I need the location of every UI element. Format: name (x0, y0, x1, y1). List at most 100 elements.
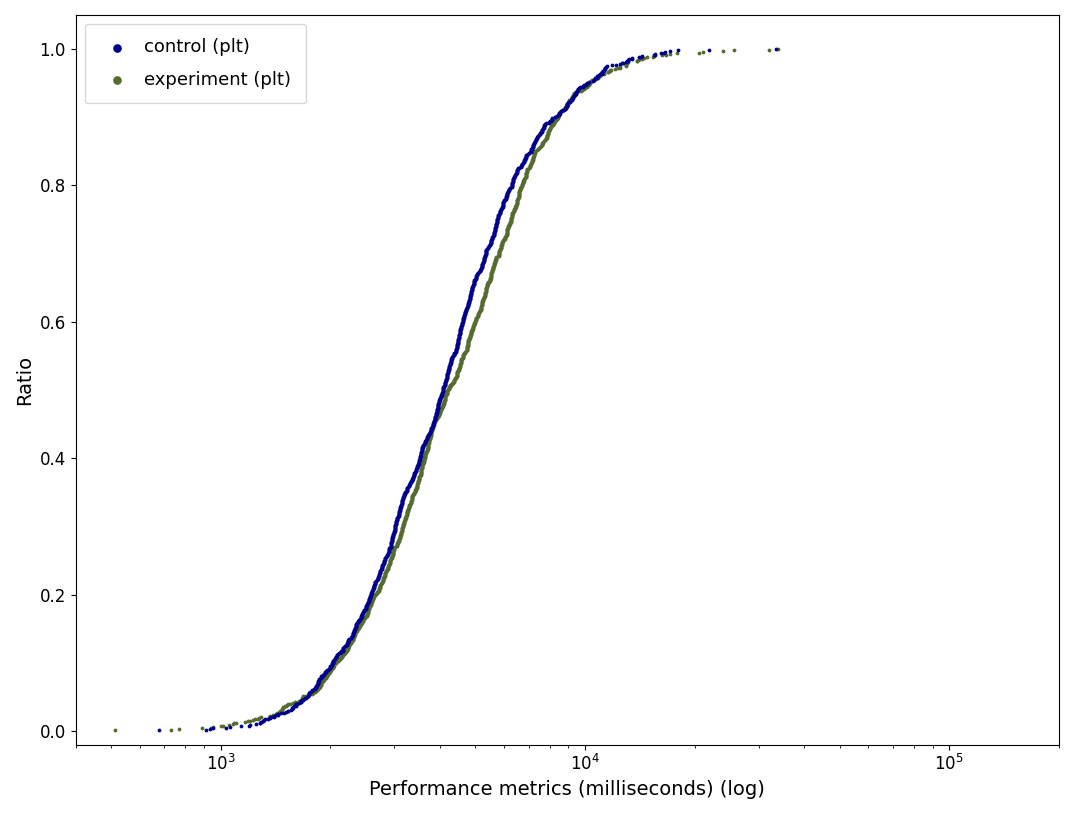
control (plt) (429, 405, 446, 418)
control (plt) (462, 287, 479, 300)
experiment (plt) (460, 333, 477, 346)
control (plt) (413, 441, 431, 454)
control (plt) (391, 504, 408, 517)
control (plt) (336, 639, 353, 652)
control (plt) (331, 647, 348, 660)
control (plt) (566, 88, 583, 101)
control (plt) (604, 59, 621, 72)
control (plt) (517, 153, 534, 166)
experiment (plt) (517, 170, 534, 183)
control (plt) (380, 545, 397, 558)
experiment (plt) (503, 212, 520, 225)
control (plt) (344, 630, 361, 643)
control (plt) (427, 408, 445, 421)
experiment (plt) (566, 88, 583, 101)
experiment (plt) (478, 279, 495, 292)
experiment (plt) (449, 365, 466, 379)
control (plt) (532, 127, 549, 140)
control (plt) (461, 295, 478, 308)
experiment (plt) (490, 248, 507, 261)
experiment (plt) (416, 455, 433, 468)
experiment (plt) (461, 330, 478, 344)
control (plt) (435, 381, 452, 394)
control (plt) (435, 383, 452, 396)
control (plt) (379, 547, 396, 560)
control (plt) (570, 81, 587, 94)
control (plt) (433, 390, 450, 403)
control (plt) (483, 231, 500, 244)
experiment (plt) (313, 679, 330, 692)
control (plt) (427, 407, 445, 420)
experiment (plt) (393, 525, 410, 538)
control (plt) (436, 376, 453, 389)
experiment (plt) (373, 575, 390, 589)
experiment (plt) (433, 403, 450, 416)
experiment (plt) (409, 478, 426, 491)
experiment (plt) (440, 381, 458, 394)
control (plt) (296, 692, 314, 705)
control (plt) (449, 337, 466, 350)
experiment (plt) (467, 312, 484, 325)
control (plt) (410, 455, 427, 468)
experiment (plt) (408, 479, 425, 492)
control (plt) (384, 529, 402, 542)
experiment (plt) (454, 350, 471, 363)
experiment (plt) (437, 391, 454, 404)
control (plt) (413, 445, 431, 458)
control (plt) (252, 716, 270, 729)
experiment (plt) (397, 510, 415, 523)
experiment (plt) (294, 690, 311, 703)
experiment (plt) (438, 387, 455, 400)
experiment (plt) (592, 68, 609, 81)
control (plt) (452, 323, 469, 336)
experiment (plt) (395, 517, 412, 530)
experiment (plt) (300, 689, 317, 702)
control (plt) (566, 89, 583, 102)
control (plt) (485, 228, 503, 241)
experiment (plt) (460, 337, 477, 350)
experiment (plt) (451, 359, 468, 372)
control (plt) (419, 431, 436, 444)
control (plt) (468, 268, 485, 281)
control (plt) (467, 271, 484, 284)
control (plt) (465, 278, 482, 291)
control (plt) (383, 531, 401, 544)
control (plt) (480, 239, 497, 252)
control (plt) (410, 457, 427, 470)
experiment (plt) (334, 649, 351, 662)
control (plt) (358, 601, 375, 614)
control (plt) (432, 391, 449, 404)
experiment (plt) (500, 219, 518, 232)
experiment (plt) (436, 392, 453, 405)
control (plt) (405, 469, 422, 482)
control (plt) (490, 210, 507, 223)
experiment (plt) (362, 598, 379, 611)
experiment (plt) (202, 721, 219, 734)
control (plt) (366, 575, 383, 589)
experiment (plt) (404, 489, 421, 502)
experiment (plt) (335, 647, 352, 660)
experiment (plt) (511, 183, 528, 196)
experiment (plt) (529, 142, 547, 155)
control (plt) (510, 161, 527, 174)
experiment (plt) (407, 484, 424, 497)
experiment (plt) (503, 212, 520, 225)
experiment (plt) (419, 441, 436, 454)
experiment (plt) (419, 444, 436, 457)
experiment (plt) (352, 617, 369, 630)
experiment (plt) (338, 645, 355, 658)
experiment (plt) (319, 668, 336, 681)
experiment (plt) (354, 615, 372, 628)
experiment (plt) (267, 707, 285, 720)
control (plt) (458, 302, 475, 315)
experiment (plt) (423, 426, 440, 439)
experiment (plt) (325, 658, 343, 671)
control (plt) (647, 48, 664, 61)
experiment (plt) (532, 140, 549, 153)
control (plt) (536, 119, 553, 132)
control (plt) (462, 290, 479, 303)
experiment (plt) (463, 325, 480, 338)
control (plt) (328, 650, 345, 663)
control (plt) (421, 425, 438, 438)
experiment (plt) (577, 81, 594, 94)
